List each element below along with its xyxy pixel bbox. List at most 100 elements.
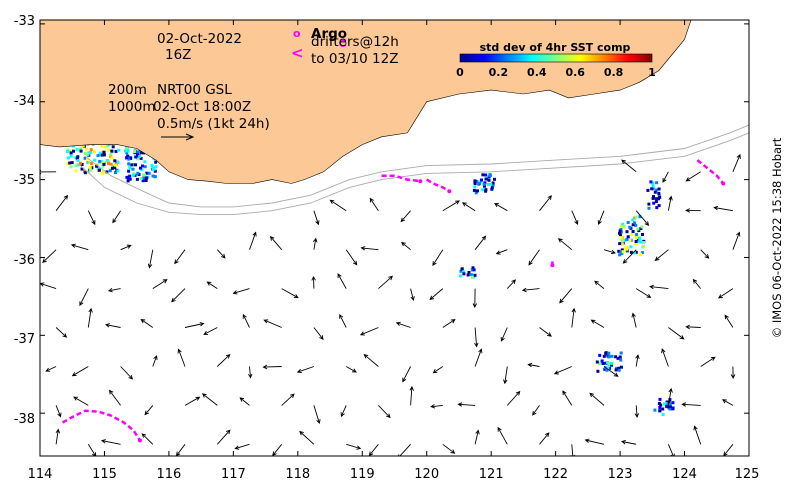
sst-pixel <box>116 161 120 164</box>
current-arrow <box>559 288 573 304</box>
current-arrow <box>281 393 295 406</box>
current-arrow <box>313 210 320 226</box>
current-arrow <box>346 443 362 450</box>
current-arrow <box>681 402 701 407</box>
y-tick-label: -33 <box>14 14 35 29</box>
sst-pixel <box>652 195 655 199</box>
argo-floats <box>339 39 347 48</box>
sst-pixel <box>638 215 642 219</box>
current-arrow <box>234 443 250 450</box>
sst-pixel <box>107 148 111 152</box>
argo-float-marker <box>339 39 347 48</box>
sst-pixel <box>85 147 88 151</box>
sst-pixel <box>487 178 491 182</box>
current-arrow <box>105 323 121 328</box>
sst-pixel <box>110 149 114 153</box>
sst-pixel <box>106 162 110 165</box>
sst-pixel <box>634 215 638 219</box>
axis-ticks <box>39 20 750 456</box>
current-arrow <box>562 390 573 406</box>
current-arrow <box>603 366 619 377</box>
current-arrow <box>685 171 701 182</box>
current-vectors <box>40 153 741 456</box>
sst-pixel <box>473 179 477 183</box>
sst-pixel <box>665 400 669 404</box>
sst-pixel <box>491 181 495 185</box>
current-arrow <box>474 327 479 348</box>
sst-pixel <box>127 162 131 166</box>
current-arrow <box>693 425 702 445</box>
x-axis-labels: 114 115 116 117 118 119 120 121 122 123 … <box>28 467 760 482</box>
legend: o Argo drifters@12h < to 03/10 12Z <box>291 26 399 67</box>
sst-pixel <box>655 188 659 192</box>
x-tick-label: 125 <box>735 467 760 482</box>
current-arrow <box>713 205 733 212</box>
sst-pixel <box>117 148 121 152</box>
sst-pixel <box>610 363 613 367</box>
sst-pixel <box>483 181 487 185</box>
current-arrow <box>732 153 741 172</box>
product-time: 02-Oct 18:00Z <box>153 99 251 115</box>
sst-pixel <box>66 162 70 166</box>
current-arrow <box>100 439 121 445</box>
sst-pixel <box>668 402 672 406</box>
sst-pixel <box>635 233 639 237</box>
current-arrow <box>532 405 540 416</box>
sst-pixel <box>467 271 471 274</box>
sst-pixel <box>79 161 82 165</box>
sst-pixel <box>135 157 139 161</box>
sst-pixel <box>634 250 638 254</box>
current-arrow <box>506 279 516 289</box>
sst-pixel <box>657 193 661 197</box>
sst-pixel <box>76 159 80 162</box>
sst-pixel <box>127 169 131 173</box>
drifter-tracks <box>61 159 726 443</box>
current-arrow <box>144 405 154 416</box>
sst-pixel <box>473 185 477 189</box>
current-arrow <box>369 197 379 211</box>
sst-pixel <box>631 218 635 222</box>
sst-pixel <box>72 149 75 153</box>
sst-pixel <box>70 161 74 165</box>
current-arrow <box>87 210 96 226</box>
current-arrow <box>73 396 89 406</box>
sst-pixel <box>151 174 155 178</box>
sst-pixel <box>76 155 80 159</box>
sst-pixel <box>69 165 73 169</box>
sst-pixel <box>663 402 666 406</box>
sst-pixel <box>620 238 624 242</box>
current-arrow <box>631 312 637 328</box>
current-arrow <box>281 288 299 299</box>
sst-pixel <box>83 156 87 160</box>
current-arrow <box>249 231 257 250</box>
current-arrow <box>584 438 605 445</box>
current-arrow <box>311 275 316 289</box>
current-arrow <box>432 249 444 267</box>
sst-pixel <box>144 179 148 182</box>
sst-pixel <box>79 149 83 153</box>
current-arrow <box>272 444 283 456</box>
sst-pixel <box>87 161 91 165</box>
sst-pixel <box>86 152 90 156</box>
sst-pixel <box>606 366 610 370</box>
current-arrow <box>589 392 605 406</box>
sst-pixel <box>625 247 629 251</box>
sst-pixel <box>596 369 600 373</box>
sst-pixel <box>597 362 601 365</box>
current-arrow <box>603 249 616 255</box>
colorbar-tick: 0 <box>456 66 464 79</box>
sst-pixel <box>141 179 145 183</box>
sst-pixel <box>478 181 481 185</box>
sst-pixel <box>622 224 626 228</box>
current-arrow <box>570 444 575 456</box>
sst-pixel <box>93 150 96 154</box>
sst-pixel <box>607 351 611 355</box>
sst-pixel <box>125 146 129 150</box>
argo-symbol-icon: o <box>293 27 301 40</box>
sst-pixel <box>471 266 475 270</box>
current-arrow <box>654 249 669 262</box>
x-tick-label: 121 <box>479 467 504 482</box>
current-arrow <box>667 195 673 211</box>
sst-pixel <box>635 236 638 239</box>
sst-pixel <box>605 368 609 372</box>
